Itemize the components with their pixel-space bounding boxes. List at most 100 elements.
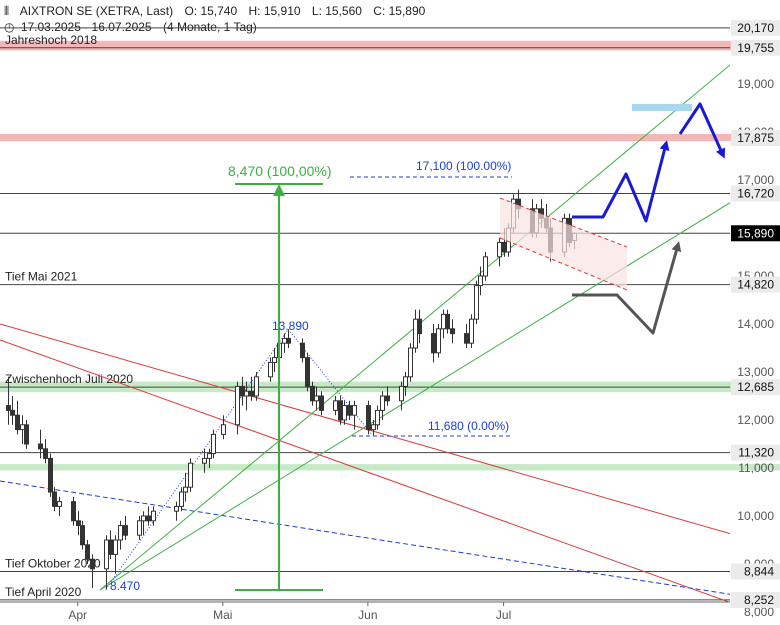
- annotations-layer: 8,470 (100,00%) 17,100 (100.00%) 13.890 11,…: [110, 102, 726, 593]
- candle-body: [474, 285, 479, 320]
- period-range: 17.03.2025 - 16.07.2025: [20, 20, 152, 34]
- annotation-label: 13.890: [272, 319, 309, 333]
- price-badge-label: 12,685: [737, 380, 774, 394]
- candle-body: [146, 515, 151, 522]
- candle: [408, 343, 413, 382]
- candle-body: [450, 328, 455, 335]
- chart-header-period: ◷ 17.03.2025 - 16.07.2025 (4 Monate, 1 T…: [4, 20, 265, 34]
- candle-body: [431, 333, 436, 354]
- candle: [464, 324, 469, 348]
- candle: [10, 396, 15, 425]
- zone-band: [0, 40, 780, 51]
- candle: [113, 535, 118, 574]
- candle-body: [413, 318, 418, 349]
- candle: [123, 516, 128, 540]
- price-badge: 15,890: [731, 225, 780, 242]
- candle-body: [57, 501, 62, 507]
- annotation-label: 17,100 (100.00%): [416, 159, 511, 173]
- candle-body: [202, 457, 207, 464]
- price-badge-label: 16,720: [737, 186, 774, 200]
- price-badge: 8,252: [731, 591, 780, 608]
- candle: [207, 448, 212, 468]
- price-badge: 17,875: [731, 130, 780, 146]
- candle-body: [207, 453, 212, 459]
- candle: [497, 237, 502, 267]
- candle-body: [441, 313, 446, 330]
- candle: [221, 415, 226, 440]
- price-badge-bg: [731, 19, 780, 36]
- zone-band: [0, 133, 780, 142]
- candle: [272, 348, 277, 372]
- channel-upper: [499, 197, 628, 248]
- candle: [43, 439, 48, 464]
- candle: [90, 554, 95, 588]
- period-detail: (4 Monate, 1 Tag): [162, 20, 257, 34]
- candle-body: [408, 347, 413, 378]
- price-badge-bg: [731, 225, 780, 242]
- candle-body: [333, 400, 338, 411]
- candle-body: [417, 318, 422, 335]
- scenario-arrow-gray: [572, 241, 682, 335]
- candle-body: [6, 405, 11, 411]
- candle: [305, 352, 310, 392]
- candle-body: [118, 525, 123, 541]
- candle-body: [76, 520, 81, 527]
- candle-body: [151, 510, 156, 522]
- level-label: Tief Oktober 2020: [5, 556, 101, 570]
- candle: [441, 309, 446, 339]
- clock-icon: ◷: [4, 20, 15, 34]
- y-tick-label: 19,000: [737, 77, 774, 91]
- price-badge-label: 11,320: [738, 446, 774, 460]
- candle: [141, 511, 146, 536]
- candle-body: [502, 241, 507, 253]
- candle-body: [399, 385, 404, 402]
- candlestick-icon: ⫴: [4, 4, 10, 18]
- candle: [202, 448, 207, 473]
- trendlines-layer: [0, 64, 730, 602]
- candle: [235, 381, 240, 435]
- candle: [399, 381, 404, 411]
- candle-body: [240, 385, 245, 397]
- scenario-arrow-blue-2: [678, 102, 726, 159]
- candle: [38, 429, 43, 459]
- candle: [338, 396, 343, 425]
- candle-body: [10, 409, 15, 416]
- candle: [249, 376, 254, 401]
- candle-body: [478, 275, 483, 287]
- trendline-red-lower: [0, 339, 730, 602]
- price-badge: 11,320: [731, 444, 780, 461]
- candle-body: [300, 342, 305, 359]
- price-badge-label: 20,170: [737, 21, 774, 35]
- candle: [352, 400, 357, 430]
- trendline-green-flat: [99, 202, 730, 591]
- candle-body: [314, 395, 319, 402]
- candle-body: [15, 414, 20, 431]
- candle: [366, 400, 371, 435]
- candle: [342, 400, 347, 425]
- candle: [146, 506, 151, 526]
- low-value: L: 15,560: [311, 4, 362, 18]
- candle-body: [249, 390, 254, 397]
- candle-body: [137, 520, 142, 536]
- candle-body: [235, 385, 240, 426]
- candle: [413, 309, 418, 353]
- measure-arrowhead: [273, 184, 285, 196]
- candle: [151, 506, 156, 526]
- candle: [240, 376, 245, 406]
- candle: [286, 329, 291, 348]
- open-value: O: 15,740: [184, 4, 238, 18]
- candle-body: [211, 433, 216, 455]
- y-tick-label: 11,000: [738, 461, 774, 475]
- price-badge-bg: [731, 39, 780, 56]
- fib-swing-path: [105, 328, 373, 590]
- candle-body: [123, 525, 128, 536]
- candle: [183, 472, 188, 502]
- price-badge: 14,820: [731, 276, 780, 293]
- instrument-name: AIXTRON SE (XETRA, Last): [19, 4, 174, 18]
- candle: [85, 540, 90, 564]
- candle-body: [38, 443, 43, 450]
- channel-lower: [499, 237, 628, 291]
- trendline-green-steep: [99, 64, 730, 591]
- price-badge-label: 17,875: [737, 131, 774, 145]
